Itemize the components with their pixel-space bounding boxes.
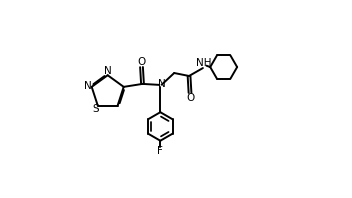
Text: F: F [157,146,163,156]
Text: S: S [92,104,99,114]
Text: N: N [158,79,166,89]
Text: O: O [186,92,194,103]
Text: N: N [84,81,92,90]
Text: O: O [137,57,146,67]
Text: N: N [104,66,112,76]
Text: NH: NH [196,58,212,68]
